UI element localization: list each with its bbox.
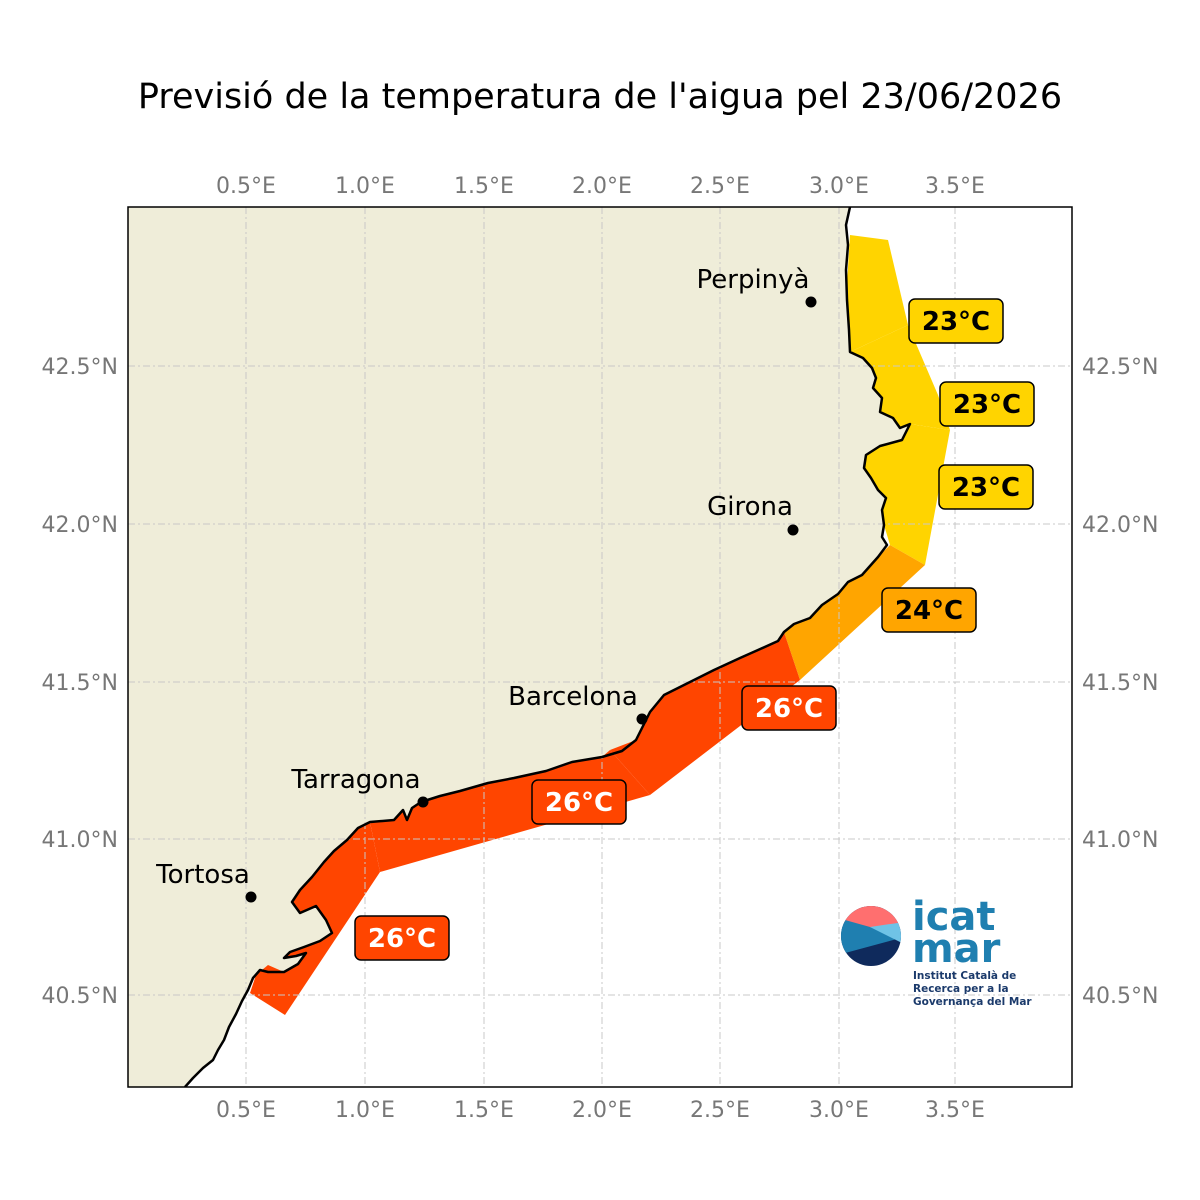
- city-markers: Perpinyà Girona Barcelona Tarragona Tortosa: [155, 265, 817, 903]
- lat-tick-label-right: 42.0°N: [1082, 513, 1158, 538]
- temperature-label: 26°C: [368, 924, 436, 954]
- sea-zone-24: [784, 545, 925, 680]
- map-frame: [127, 206, 1073, 1088]
- sea-zone-26-north: [610, 632, 800, 795]
- temperature-labels: 23°C 23°C 23°C 24°C 26°C 26°C 26°C: [354, 298, 1035, 961]
- icatmar-logo: icat mar Institut Català de Recerca per …: [841, 894, 1032, 1008]
- temperature-label-box: [938, 464, 1034, 510]
- sea-zone-26-south: [250, 822, 380, 1015]
- coastline: [184, 207, 912, 1087]
- temperature-label-box: [939, 381, 1035, 427]
- lon-tick-label-top: 3.0°E: [809, 174, 869, 199]
- city-label: Tarragona: [290, 765, 420, 795]
- lon-tick-label-bottom: 0.5°E: [216, 1098, 276, 1123]
- temperature-label: 26°C: [755, 694, 823, 724]
- city-marker: [636, 713, 648, 725]
- temperature-label: 26°C: [545, 788, 613, 818]
- city-label: Girona: [707, 492, 793, 522]
- lon-tick-label-bottom: 1.0°E: [335, 1098, 395, 1123]
- temperature-label: 23°C: [922, 307, 990, 337]
- temperature-label-box: [881, 587, 977, 633]
- lon-tick-label-top: 1.5°E: [454, 174, 514, 199]
- city-label: Barcelona: [508, 682, 638, 712]
- lon-tick-label-top: 0.5°E: [216, 174, 276, 199]
- lon-tick-label-bottom: 3.0°E: [809, 1098, 869, 1123]
- temperature-label-box: [354, 915, 450, 961]
- lat-tick-label-right: 41.0°N: [1082, 828, 1158, 853]
- lon-tick-label-top: 1.0°E: [335, 174, 395, 199]
- land: [128, 207, 910, 1087]
- lon-tick-label-bottom: 3.5°E: [925, 1098, 985, 1123]
- sea-zone-23-north: [846, 235, 908, 352]
- temperature-label: 24°C: [895, 596, 963, 626]
- city-marker: [787, 524, 799, 536]
- map-title: Previsió de la temperatura de l'aigua pe…: [138, 77, 1062, 117]
- logo-subtitle-1: Institut Català de: [913, 970, 1016, 982]
- lon-tick-label-top: 2.0°E: [572, 174, 632, 199]
- city-marker: [417, 796, 429, 808]
- lat-tick-label-left: 42.0°N: [42, 513, 118, 538]
- logo-subtitle-3: Governança del Mar: [913, 996, 1032, 1008]
- lon-tick-label-bottom: 2.0°E: [572, 1098, 632, 1123]
- graticule: [128, 207, 1072, 1087]
- lat-tick-label-left: 41.0°N: [42, 828, 118, 853]
- lon-tick-label-bottom: 2.5°E: [690, 1098, 750, 1123]
- lat-tick-label-right: 42.5°N: [1082, 355, 1158, 380]
- map-area: [128, 207, 1072, 1087]
- lon-tick-label-top: 3.5°E: [925, 174, 985, 199]
- city-marker: [805, 296, 817, 308]
- lon-tick-label-top: 2.5°E: [690, 174, 750, 199]
- sea-zone-23-middle: [850, 325, 950, 430]
- logo-text-line2: mar: [912, 926, 1001, 972]
- city-label: Tortosa: [155, 860, 250, 890]
- lat-tick-label-right: 41.5°N: [1082, 671, 1158, 696]
- lat-tick-label-left: 40.5°N: [42, 984, 118, 1009]
- temperature-label-box: [741, 685, 837, 731]
- lat-tick-label-left: 42.5°N: [42, 355, 118, 380]
- city-label: Perpinyà: [697, 265, 810, 295]
- city-marker: [245, 891, 257, 903]
- lat-tick-label-left: 41.5°N: [42, 671, 118, 696]
- sea-zone-23-south: [864, 424, 950, 565]
- icatmar-logo-icon: [841, 906, 901, 966]
- temperature-label-box: [531, 779, 627, 825]
- temperature-label: 23°C: [953, 390, 1021, 420]
- logo-subtitle-2: Recerca per a la: [913, 983, 1009, 995]
- temperature-label: 23°C: [952, 473, 1020, 503]
- lat-tick-label-right: 40.5°N: [1082, 984, 1158, 1009]
- logo-text-line1: icat: [912, 894, 996, 940]
- temperature-label-box: [908, 298, 1004, 344]
- axis-tick-labels: 0.5°E 0.5°E 1.0°E 1.0°E 1.5°E 1.5°E 2.0°E 2.0°E…: [42, 174, 1159, 1123]
- lon-tick-label-bottom: 1.5°E: [454, 1098, 514, 1123]
